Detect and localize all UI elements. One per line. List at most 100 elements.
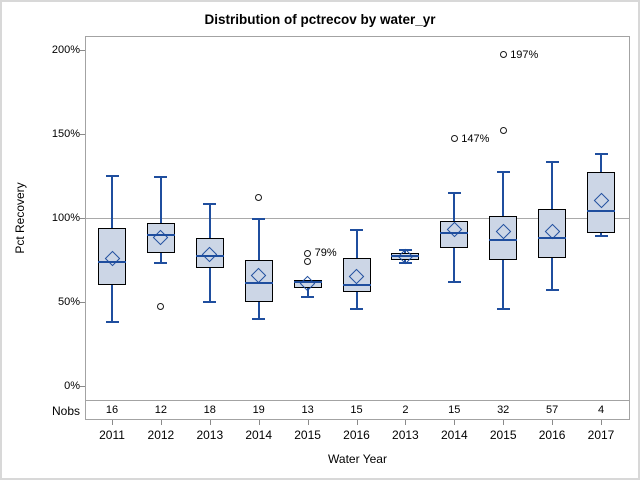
whisker-cap-lower (496, 307, 510, 310)
outlier-point (450, 135, 458, 143)
median-line (440, 231, 469, 234)
whisker-cap-lower (203, 300, 217, 303)
nobs-value: 12 (154, 404, 168, 416)
whisker-cap-upper (203, 203, 217, 206)
y-tick (80, 301, 85, 303)
whisker-stem-lower (551, 258, 554, 291)
boxplot-box (489, 216, 518, 260)
nobs-row-divider (85, 400, 630, 401)
outlier-point (157, 303, 165, 311)
whisker-cap-upper (545, 161, 559, 164)
median-line (587, 210, 615, 212)
y-tick (80, 386, 85, 387)
whisker-cap-lower (105, 321, 119, 324)
boxplot-box (538, 209, 567, 259)
x-tick (356, 420, 358, 425)
whisker-cap-upper (252, 218, 266, 221)
outlier-point (499, 126, 507, 134)
x-tick (160, 420, 162, 425)
outlier-label: 197% (510, 48, 539, 61)
x-tick-label: 2012 (147, 428, 175, 442)
whisker-stem-lower (502, 259, 505, 309)
x-tick (307, 420, 309, 425)
whisker-cap-upper (105, 174, 119, 177)
whisker-stem-upper (551, 162, 554, 210)
whisker-cap-upper (154, 176, 168, 179)
whisker-cap-upper (398, 248, 412, 251)
whisker-stem-upper (257, 219, 260, 260)
whisker-cap-upper (496, 171, 510, 174)
whisker-cap-lower (154, 262, 168, 265)
x-tick (405, 420, 407, 425)
whisker-stem-upper (208, 204, 211, 238)
whisker-stem-upper (355, 229, 358, 259)
median-line (244, 282, 273, 285)
median-line (342, 284, 371, 287)
y-tick (80, 49, 85, 51)
boxplot-box (244, 259, 273, 302)
nobs-value: 57 (545, 404, 559, 416)
outlier-point (255, 194, 263, 202)
outlier-label: 79% (314, 247, 337, 260)
whisker-stem-lower (355, 291, 358, 309)
median-line (195, 255, 224, 258)
median-line (293, 280, 322, 283)
whisker-cap-upper (594, 152, 608, 155)
whisker-stem-lower (159, 253, 162, 264)
median-line (391, 255, 420, 258)
whisker-cap-lower (301, 295, 315, 298)
whisker-stem-lower (111, 285, 113, 323)
whisker-stem-lower (404, 259, 407, 264)
whisker-stem-upper (111, 175, 113, 228)
y-tick-label: 150% (51, 127, 80, 140)
y-tick-label: 200% (51, 43, 80, 56)
x-tick (112, 420, 113, 425)
whisker-cap-lower (252, 317, 266, 320)
nobs-value: 15 (448, 404, 461, 416)
x-tick-label: 2014 (440, 428, 468, 442)
y-tick (80, 133, 85, 135)
whisker-cap-upper (350, 228, 363, 231)
whisker-stem-upper (404, 249, 407, 254)
x-tick (258, 420, 260, 425)
x-tick-label: 2016 (538, 428, 566, 442)
median-line (489, 238, 518, 241)
x-tick-label: 2013 (196, 428, 224, 442)
median-line (146, 233, 175, 236)
whisker-stem-lower (257, 301, 260, 319)
whisker-cap-lower (398, 262, 412, 265)
mean-diamond (299, 275, 316, 292)
whisker-cap-upper (447, 191, 461, 194)
median-line (538, 236, 567, 239)
x-tick-label: 2015 (294, 428, 321, 442)
y-tick-label: 100% (51, 211, 80, 224)
whisker-cap-lower (447, 280, 461, 283)
boxplot-box (440, 221, 469, 248)
boxplot-box (146, 222, 175, 254)
boxplot-box (98, 227, 126, 285)
boxplot-box (587, 172, 615, 233)
whisker-stem-upper (502, 172, 505, 216)
boxplot-box (293, 280, 322, 289)
x-tick (552, 420, 554, 425)
outlier-point (304, 249, 312, 257)
whisker-stem-upper (159, 177, 162, 223)
whisker-stem-lower (600, 232, 602, 237)
nobs-value: 13 (301, 404, 314, 416)
nobs-value: 2 (402, 404, 409, 416)
x-tick-label: 2014 (245, 428, 273, 442)
x-tick-label: 2017 (587, 428, 615, 442)
whisker-stem-lower (306, 288, 309, 297)
whisker-cap-lower (594, 235, 608, 238)
x-tick-label: 2015 (489, 428, 517, 442)
y-tick (80, 217, 85, 219)
x-tick (209, 420, 211, 425)
median-line (98, 260, 126, 263)
y-tick-label: 0% (64, 380, 80, 392)
x-tick (503, 420, 505, 425)
whisker-stem-lower (453, 248, 456, 282)
chart-title: Distribution of pctrecov by water_yr (204, 12, 436, 27)
x-tick (601, 420, 602, 425)
x-tick-label: 2016 (343, 428, 370, 442)
